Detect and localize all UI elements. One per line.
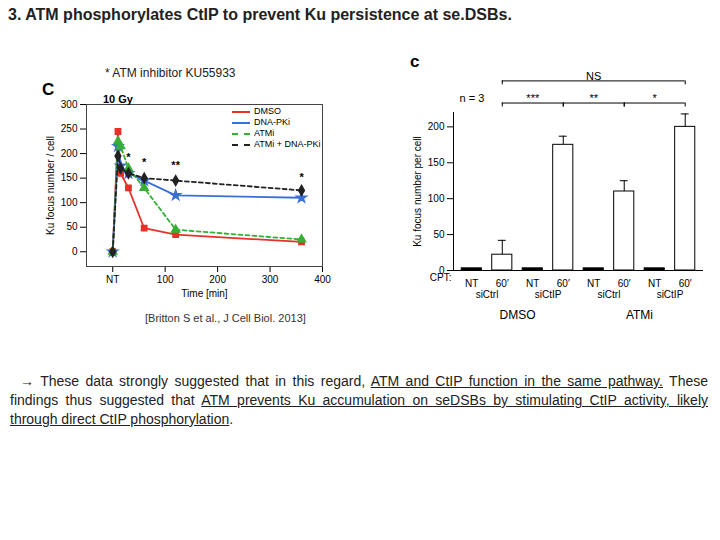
svg-text:250: 250 [61,123,78,134]
svg-text:CPT:: CPT: [429,271,452,283]
svg-text:100: 100 [61,197,78,208]
html-text:[Britton S et al., J Cell Biol: [Britton S et al., J Cell Biol. 2013] [145,312,306,324]
svg-text:0: 0 [72,246,78,257]
html-text:c: c [410,52,420,71]
svg-text:NT: NT [587,278,600,289]
svg-text:150: 150 [428,157,445,168]
svg-text:Time [min]: Time [min] [181,288,228,299]
svg-text:**: ** [171,159,180,171]
svg-text:150: 150 [61,172,78,183]
svg-text:DMSO: DMSO [500,308,536,322]
svg-text:n = 3: n = 3 [460,92,485,104]
svg-text:ATMi: ATMi [626,308,653,322]
html-text:DMSO: DMSO [254,106,281,116]
svg-text:0: 0 [439,265,445,276]
html-text:* ATM inhibitor KU55933: * ATM inhibitor KU55933 [105,66,236,80]
svg-text:*: * [142,156,147,168]
svg-text:300: 300 [262,274,279,285]
svg-text:Ku focus number / cell: Ku focus number / cell [45,136,56,235]
svg-text:300: 300 [61,99,78,110]
svg-text:siCtIP: siCtIP [657,289,684,300]
svg-text:NT: NT [465,278,478,289]
svg-text:Ku focus number per cell: Ku focus number per cell [412,136,423,247]
svg-text:NT: NT [648,278,661,289]
html-text:ATMi: ATMi [254,128,275,138]
svg-text:siCtrl: siCtrl [476,289,499,300]
svg-text:*: * [299,171,304,183]
svg-text:200: 200 [209,274,226,285]
svg-text:NT: NT [106,274,119,285]
html-text:DNA-PKi: DNA-PKi [254,117,290,127]
svg-text:NS: NS [586,70,601,82]
svg-text:50: 50 [66,221,78,232]
svg-text:50: 50 [433,229,445,240]
html-text:C: C [42,80,55,99]
svg-text:NT: NT [526,278,539,289]
svg-text:60′: 60′ [618,278,631,289]
svg-text:400: 400 [314,274,331,285]
svg-text:siCtIP: siCtIP [535,289,562,300]
svg-text:60′: 60′ [496,278,509,289]
html-text:3. ATM phosphorylates CtIP to: 3. ATM phosphorylates CtIP to prevent Ku… [8,6,512,23]
svg-text:100: 100 [428,193,445,204]
svg-text:60′: 60′ [679,278,692,289]
svg-text:siCtrl: siCtrl [598,289,621,300]
html-text:ATMi + DNA-PKi: ATMi + DNA-PKi [254,139,321,149]
svg-text:*: * [126,151,131,163]
svg-text:10 Gy: 10 Gy [103,93,134,105]
svg-text:**: ** [589,92,598,104]
svg-text:100: 100 [157,274,174,285]
svg-text:60′: 60′ [557,278,570,289]
html-text:→ These data strongly suggeste: → These data strongly suggested that in … [10,373,708,427]
svg-text:***: *** [526,92,540,104]
svg-text:200: 200 [61,148,78,159]
svg-text:200: 200 [428,121,445,132]
svg-text:*: * [653,92,658,104]
